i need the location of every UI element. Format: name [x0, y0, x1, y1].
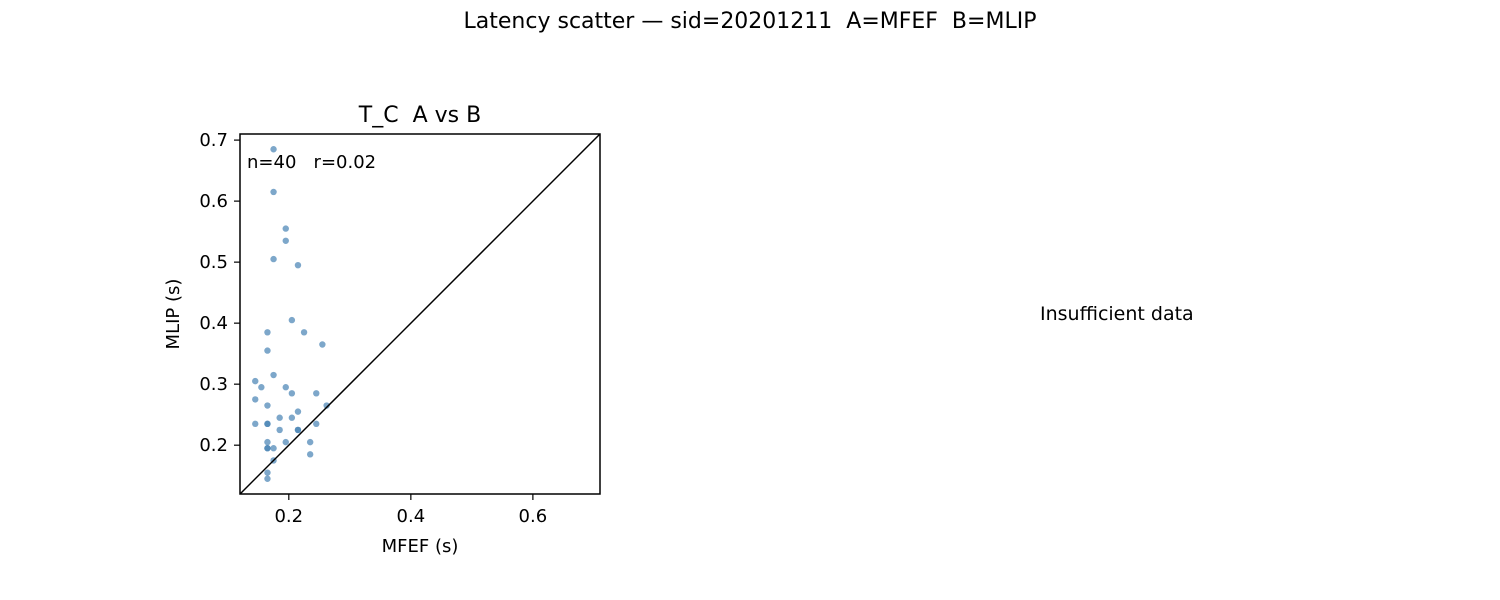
identity-line [240, 134, 600, 494]
scatter-point [313, 390, 320, 397]
scatter-point [270, 255, 277, 263]
y-tick-label: 0.3 [199, 374, 228, 395]
scatter-point [264, 438, 271, 446]
scatter-point [288, 390, 296, 397]
scatter-point [294, 426, 302, 434]
y-axis-ticks: 0.2 0.3 0.4 0.5 0.6 0.7 [199, 130, 240, 456]
x-axis-ticks: 0.2 0.4 0.6 [274, 494, 547, 527]
y-tick-label: 0.2 [199, 435, 228, 456]
scatter-point [270, 445, 277, 452]
scatter-point [270, 371, 277, 379]
scatter-point [319, 341, 326, 348]
scatter-point [282, 438, 289, 446]
scatter-point [282, 237, 289, 244]
stats-annotation: n=40 r=0.02 [247, 152, 376, 173]
scatter-point [282, 384, 289, 391]
scatter-point [264, 347, 271, 354]
scatter-point [294, 408, 302, 415]
plot-frame [239, 133, 601, 495]
x-tick-label: 0.2 [274, 506, 303, 527]
scatter-point [264, 402, 271, 409]
scatter-point [306, 438, 314, 446]
scatter-point [264, 475, 271, 482]
scatter-point [276, 414, 283, 421]
y-tick-label: 0.5 [199, 252, 228, 273]
scatter-point [252, 377, 259, 385]
y-tick-label: 0.7 [199, 130, 228, 151]
scatter-points [252, 146, 330, 482]
scatter-point [288, 414, 296, 421]
scatter-point [264, 445, 271, 452]
y-tick-label: 0.4 [199, 313, 228, 334]
x-tick-label: 0.4 [397, 506, 426, 527]
empty-panel-message: Insufficient data [1040, 303, 1194, 325]
scatter-point [264, 329, 271, 336]
scatter-point [288, 316, 296, 324]
scatter-point [264, 420, 271, 428]
figure-title: Latency scatter — sid=20201211 A=MFEF B=… [463, 9, 1037, 34]
x-tick-label: 0.6 [519, 506, 548, 527]
chart-title: T_C A vs B [358, 103, 481, 128]
scatter-point [252, 396, 259, 403]
scatter-point [323, 402, 330, 409]
scatter-point [276, 426, 283, 434]
scatter-point [300, 329, 308, 336]
scatter-point [306, 451, 314, 458]
y-axis-label: MLIP (s) [163, 279, 184, 350]
scatter-point [270, 146, 277, 153]
scatter-point [294, 261, 302, 269]
scatter-point [252, 420, 259, 428]
scatter-point [264, 469, 271, 476]
scatter-point [270, 188, 277, 196]
scatter-point [313, 420, 320, 428]
y-tick-label: 0.6 [199, 191, 228, 212]
scatter-point [258, 384, 265, 391]
x-axis-label: MFEF (s) [382, 536, 459, 557]
scatter-point [282, 225, 289, 232]
